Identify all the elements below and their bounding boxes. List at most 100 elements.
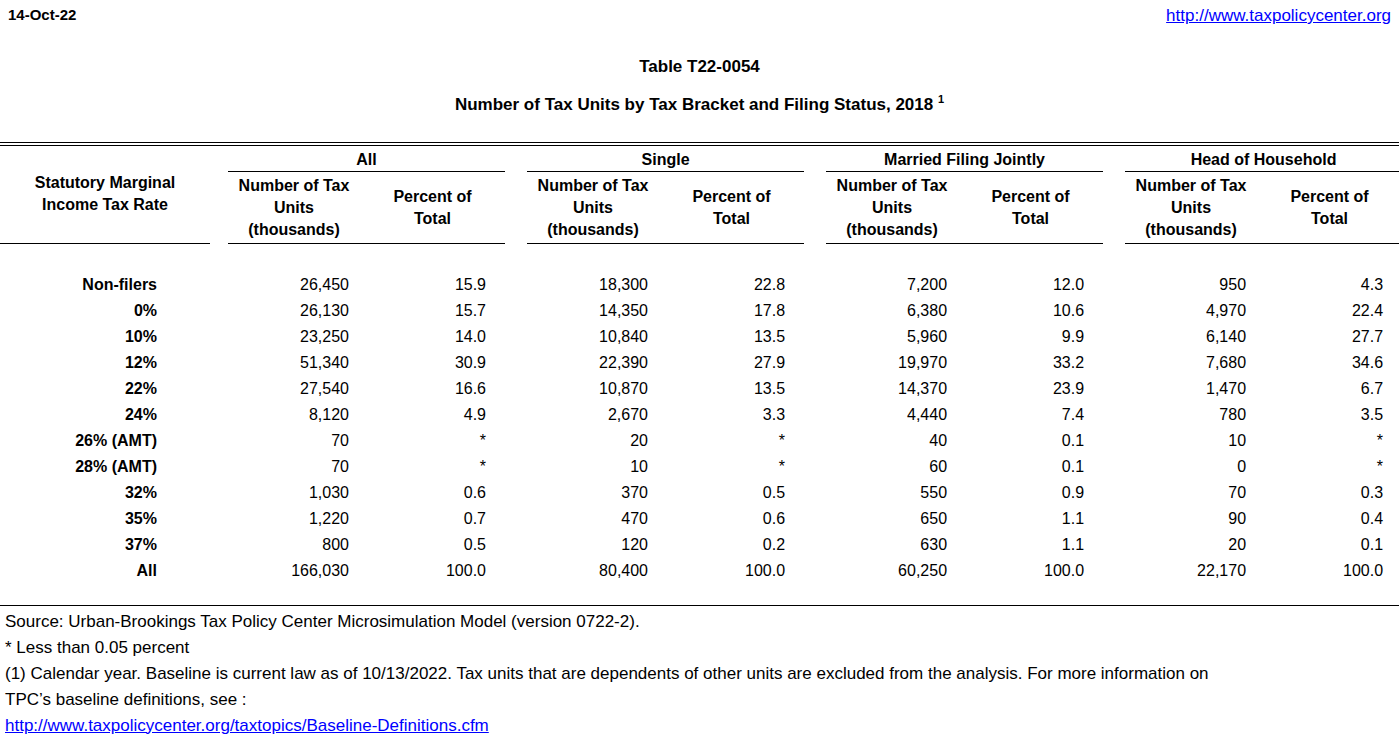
row-label: 35% [0, 506, 210, 532]
units-value: 27,540 [228, 376, 360, 402]
units-value: 80,400 [527, 558, 659, 584]
table-row: 22%27,54016.610,87013.514,37023.91,4706.… [0, 376, 1399, 402]
units-value: 4,440 [826, 402, 958, 428]
percent-value: 16.6 [360, 376, 505, 402]
spacer-cell [210, 454, 228, 480]
units-value: 70 [1125, 480, 1257, 506]
percent-value: 100.0 [360, 558, 505, 584]
row-label: 26% (AMT) [0, 428, 210, 454]
units-column-header: Number of Tax Units (thousands) [527, 172, 659, 244]
units-value: 1,220 [228, 506, 360, 532]
table-row: 26% (AMT)70*20*400.110* [0, 428, 1399, 454]
spacer-cell [210, 428, 228, 454]
units-value: 6,380 [826, 298, 958, 324]
table-row: 10%23,25014.010,84013.55,9609.96,14027.7 [0, 324, 1399, 350]
table-row: 32%1,0300.63700.55500.9700.3 [0, 480, 1399, 506]
percent-value: 27.7 [1257, 324, 1399, 350]
units-value: 5,960 [826, 324, 958, 350]
spacer-cell [804, 376, 826, 402]
spacer-cell [505, 324, 527, 350]
percent-value: 4.9 [360, 402, 505, 428]
percent-value: * [659, 454, 804, 480]
source-note: Source: Urban-Brookings Tax Policy Cente… [5, 609, 1393, 635]
percent-value: 0.6 [360, 480, 505, 506]
spacer-cell [1103, 402, 1125, 428]
percent-value: 0.7 [360, 506, 505, 532]
spacer-cell [210, 350, 228, 376]
units-value: 10,840 [527, 324, 659, 350]
spacer-cell [804, 454, 826, 480]
units-value: 51,340 [228, 350, 360, 376]
units-value: 1,470 [1125, 376, 1257, 402]
row-label: 0% [0, 298, 210, 324]
spacer-cell [804, 146, 826, 244]
table-row: 35%1,2200.74700.66501.1900.4 [0, 506, 1399, 532]
units-value: 60 [826, 454, 958, 480]
spacer-cell [1103, 532, 1125, 558]
spacer-cell [210, 402, 228, 428]
spacer-cell [1103, 480, 1125, 506]
spacer-cell [1103, 350, 1125, 376]
units-value: 22,170 [1125, 558, 1257, 584]
units-value: 70 [228, 428, 360, 454]
baseline-definitions-link[interactable]: http://www.taxpolicycenter.org/taxtopics… [5, 713, 489, 736]
spacer-cell [804, 272, 826, 298]
percent-value: 0.5 [360, 532, 505, 558]
spacer-cell [210, 324, 228, 350]
spacer-cell [804, 350, 826, 376]
percent-value: 6.7 [1257, 376, 1399, 402]
spacer-cell [1103, 428, 1125, 454]
spacer-cell [210, 146, 228, 244]
units-value: 23,250 [228, 324, 360, 350]
row-label: 32% [0, 480, 210, 506]
title-block: Table T22-0054 Number of Tax Units by Ta… [0, 56, 1399, 116]
percent-value: 23.9 [958, 376, 1103, 402]
percent-column-header: Percent of Total [659, 172, 804, 244]
units-value: 370 [527, 480, 659, 506]
units-value: 650 [826, 506, 958, 532]
footnote-1-line1: (1) Calendar year. Baseline is current l… [5, 661, 1393, 687]
percent-value: 0.1 [1257, 532, 1399, 558]
percent-value: 1.1 [958, 506, 1103, 532]
units-value: 550 [826, 480, 958, 506]
percent-column-header: Percent of Total [360, 172, 505, 244]
spacer-cell [804, 558, 826, 584]
units-value: 10 [1125, 428, 1257, 454]
spacer-cell [505, 558, 527, 584]
percent-value: 4.3 [1257, 272, 1399, 298]
table-row: 24%8,1204.92,6703.34,4407.47803.5 [0, 402, 1399, 428]
percent-value: 1.1 [958, 532, 1103, 558]
percent-value: 0.5 [659, 480, 804, 506]
units-value: 40 [826, 428, 958, 454]
spacer-cell [505, 402, 527, 428]
percent-value: 0.1 [958, 428, 1103, 454]
units-value: 470 [527, 506, 659, 532]
percent-value: 9.9 [958, 324, 1103, 350]
percent-value: 3.3 [659, 402, 804, 428]
spacer-cell [804, 428, 826, 454]
percent-value: 0.1 [958, 454, 1103, 480]
percent-value: * [1257, 454, 1399, 480]
percent-value: 15.9 [360, 272, 505, 298]
taxpolicycenter-home-link[interactable]: http://www.taxpolicycenter.org [1166, 6, 1391, 26]
group-header-row: Statutory Marginal Income Tax Rate All S… [0, 146, 1399, 172]
row-label: All [0, 558, 210, 584]
spacer-cell [505, 428, 527, 454]
spacer-cell [210, 532, 228, 558]
percent-value: * [360, 454, 505, 480]
tax-units-table: Statutory Marginal Income Tax Rate All S… [0, 146, 1399, 584]
spacer-cell [505, 532, 527, 558]
group-header-single: Single [527, 146, 804, 172]
units-value: 1,030 [228, 480, 360, 506]
footnote-marker: 1 [938, 93, 944, 105]
row-label: 22% [0, 376, 210, 402]
spacer-cell [210, 506, 228, 532]
percent-value: 17.8 [659, 298, 804, 324]
percent-value: 0.3 [1257, 480, 1399, 506]
units-value: 22,390 [527, 350, 659, 376]
table-row: Non-filers26,45015.918,30022.87,20012.09… [0, 272, 1399, 298]
group-header-all: All [228, 146, 505, 172]
footnote-1-line2: TPC’s baseline definitions, see : [5, 687, 1393, 713]
spacer-cell [210, 376, 228, 402]
table-row: All166,030100.080,400100.060,250100.022,… [0, 558, 1399, 584]
